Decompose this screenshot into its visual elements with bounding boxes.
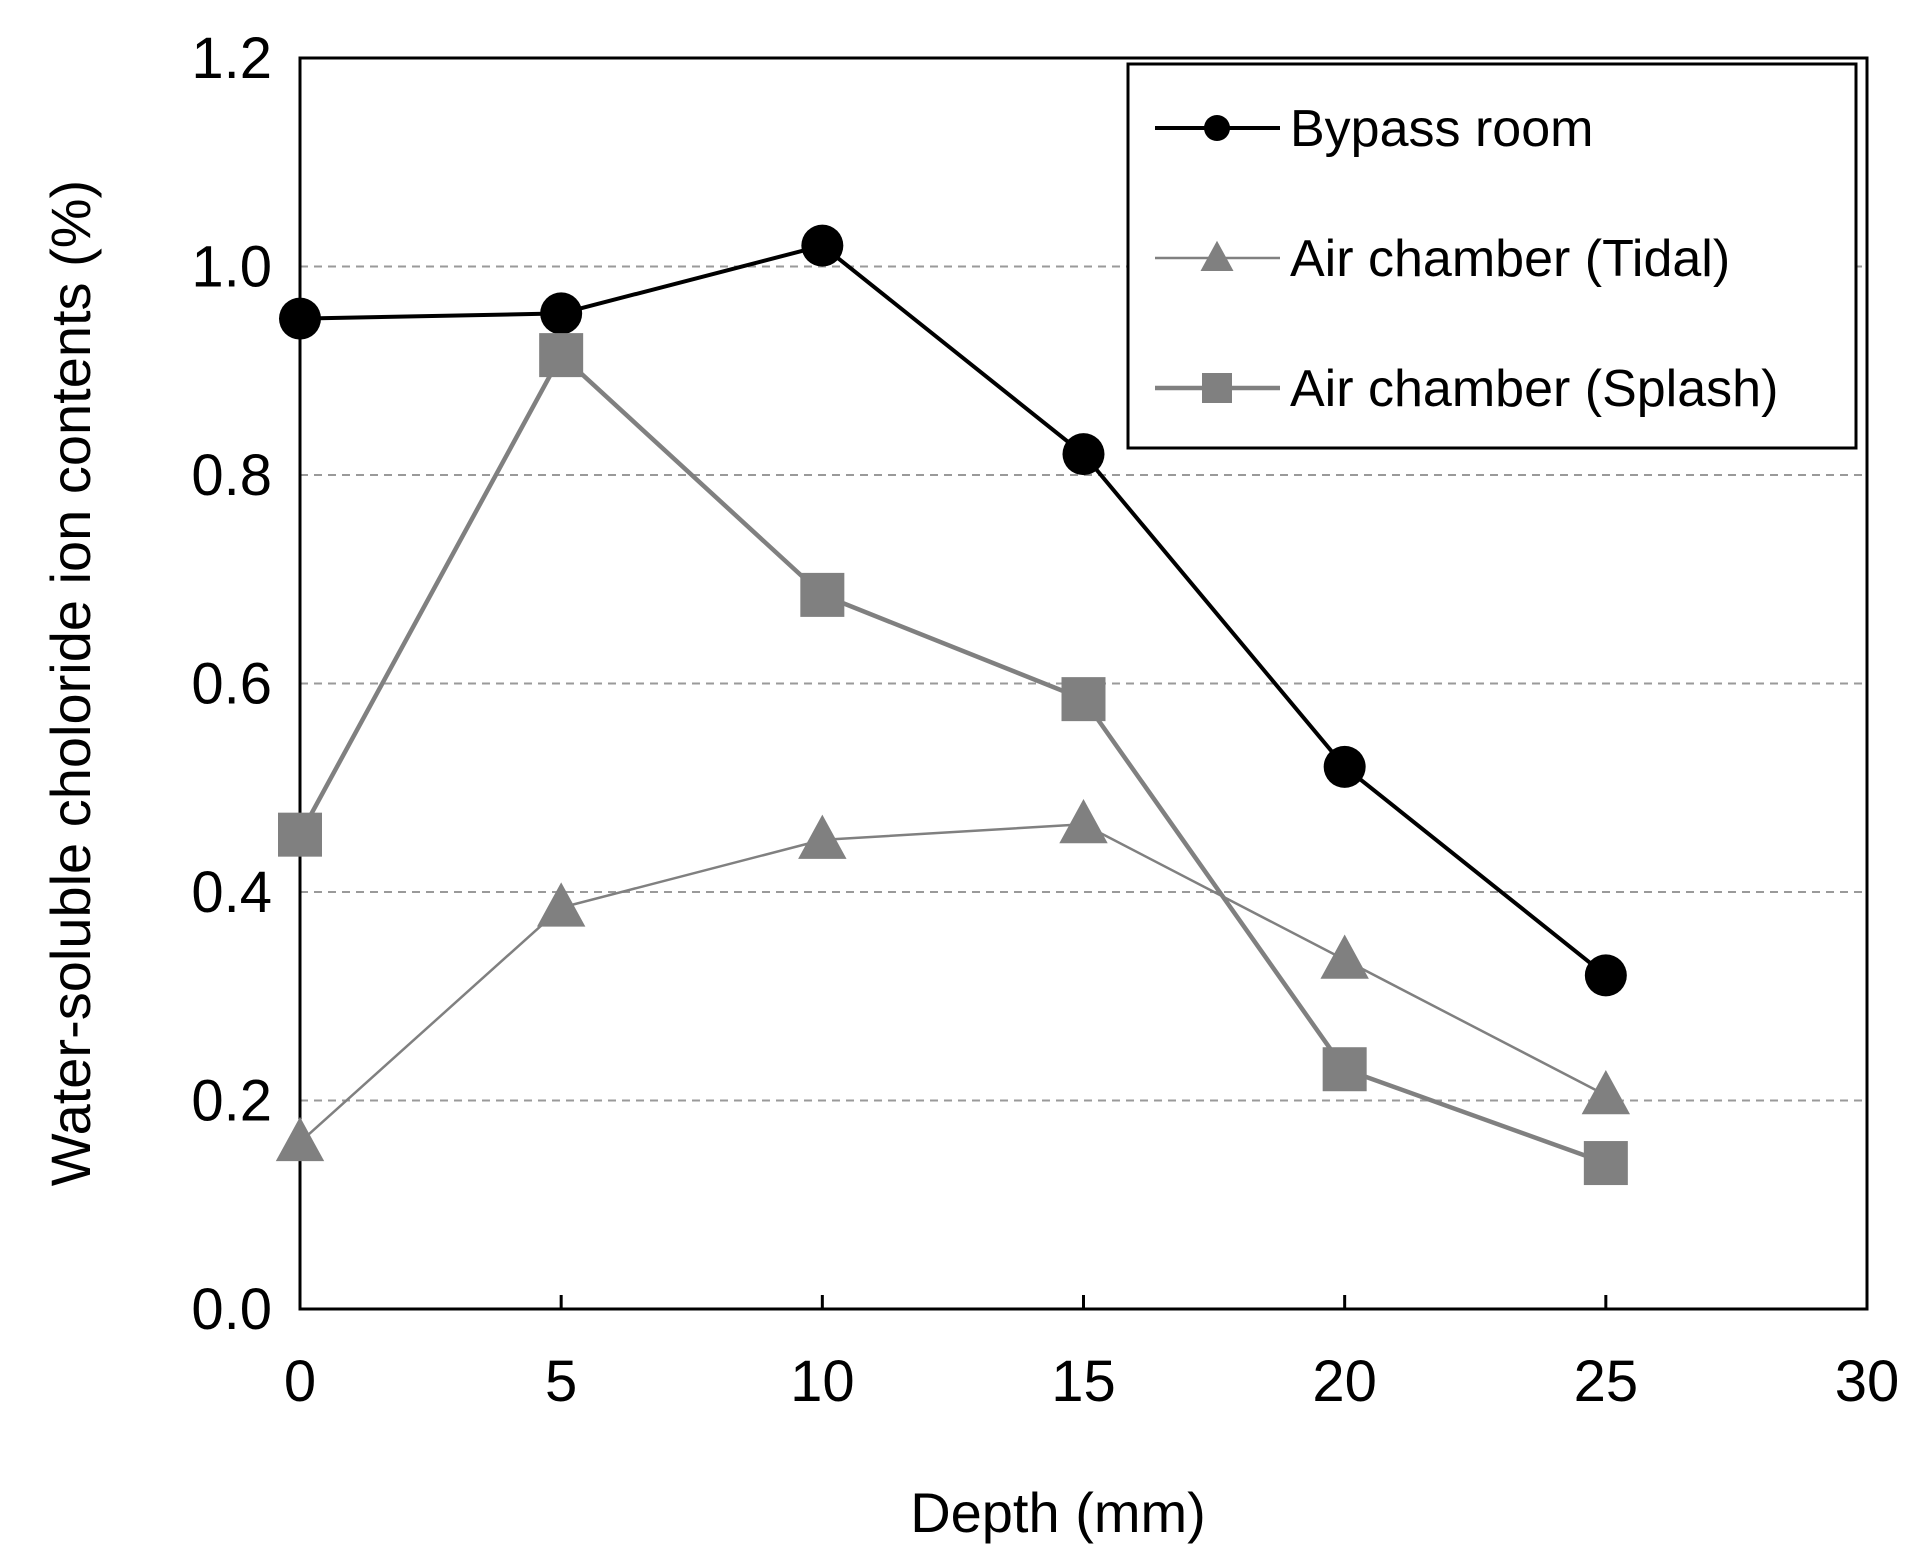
y-tick-label: 0.6 — [191, 652, 272, 717]
data-point — [275, 1116, 325, 1162]
data-point — [1322, 1047, 1367, 1092]
legend-item-bypass-room: Bypass room — [1155, 100, 1593, 158]
x-tick-label: 0 — [284, 1349, 316, 1414]
legend-label: Bypass room — [1290, 100, 1593, 158]
data-point — [1323, 745, 1366, 788]
data-point — [1062, 433, 1105, 476]
data-point — [1059, 798, 1108, 844]
data-point — [278, 812, 322, 857]
data-point — [279, 297, 321, 340]
data-point — [1581, 1069, 1631, 1115]
data-point — [540, 292, 583, 335]
legend-label: Air chamber (Splash) — [1290, 360, 1778, 418]
x-tick-label: 25 — [1574, 1349, 1639, 1414]
data-point — [539, 333, 584, 378]
series-line — [299, 822, 1607, 1144]
legend-marker — [1202, 373, 1232, 403]
series-bypass-room — [279, 224, 1627, 997]
data-point — [800, 572, 845, 617]
data-point — [1584, 954, 1627, 997]
series-line — [299, 243, 1608, 977]
y-tick-label: 1.2 — [191, 26, 272, 91]
x-axis-title: Depth (mm) — [910, 1481, 1206, 1544]
legend-marker — [1204, 115, 1230, 141]
axis-ticks: 0.0 0.2 0.4 0.6 0.8 1.0 1.2 0 5 10 15 20 25 30 — [191, 26, 1899, 1414]
data-point — [536, 882, 586, 927]
y-axis-title: Water-soluble choloride ion contents (%) — [39, 180, 102, 1186]
x-tick-label: 20 — [1312, 1349, 1377, 1414]
data-point — [1320, 934, 1369, 979]
x-tick-label: 5 — [545, 1349, 577, 1414]
series-air-chamber-splash — [278, 333, 1628, 1186]
legend-item-air-chamber-splash: Air chamber (Splash) — [1155, 360, 1778, 418]
data-point — [801, 224, 844, 267]
x-tick-label: 30 — [1835, 1349, 1900, 1414]
y-tick-label: 0.8 — [191, 443, 272, 508]
legend-label: Air chamber (Tidal) — [1290, 230, 1730, 288]
x-tick-label: 15 — [1051, 1349, 1116, 1414]
data-point — [1583, 1141, 1628, 1186]
y-tick-label: 1.0 — [191, 235, 272, 300]
data-point — [798, 814, 847, 859]
y-tick-label: 0.0 — [191, 1277, 272, 1342]
legend: Bypass room Air chamber (Tidal) Air chambe… — [1126, 62, 1858, 450]
series-layer — [275, 224, 1631, 1186]
legend-item-air-chamber-tidal: Air chamber (Tidal) — [1155, 230, 1730, 288]
y-tick-label: 0.4 — [191, 860, 272, 925]
y-tick-label: 0.2 — [191, 1069, 272, 1134]
data-point — [1061, 677, 1106, 722]
series-air-chamber-tidal — [275, 798, 1631, 1162]
legend-marker — [1200, 240, 1234, 271]
x-tick-label: 10 — [790, 1349, 855, 1414]
series-line — [298, 352, 1607, 1166]
